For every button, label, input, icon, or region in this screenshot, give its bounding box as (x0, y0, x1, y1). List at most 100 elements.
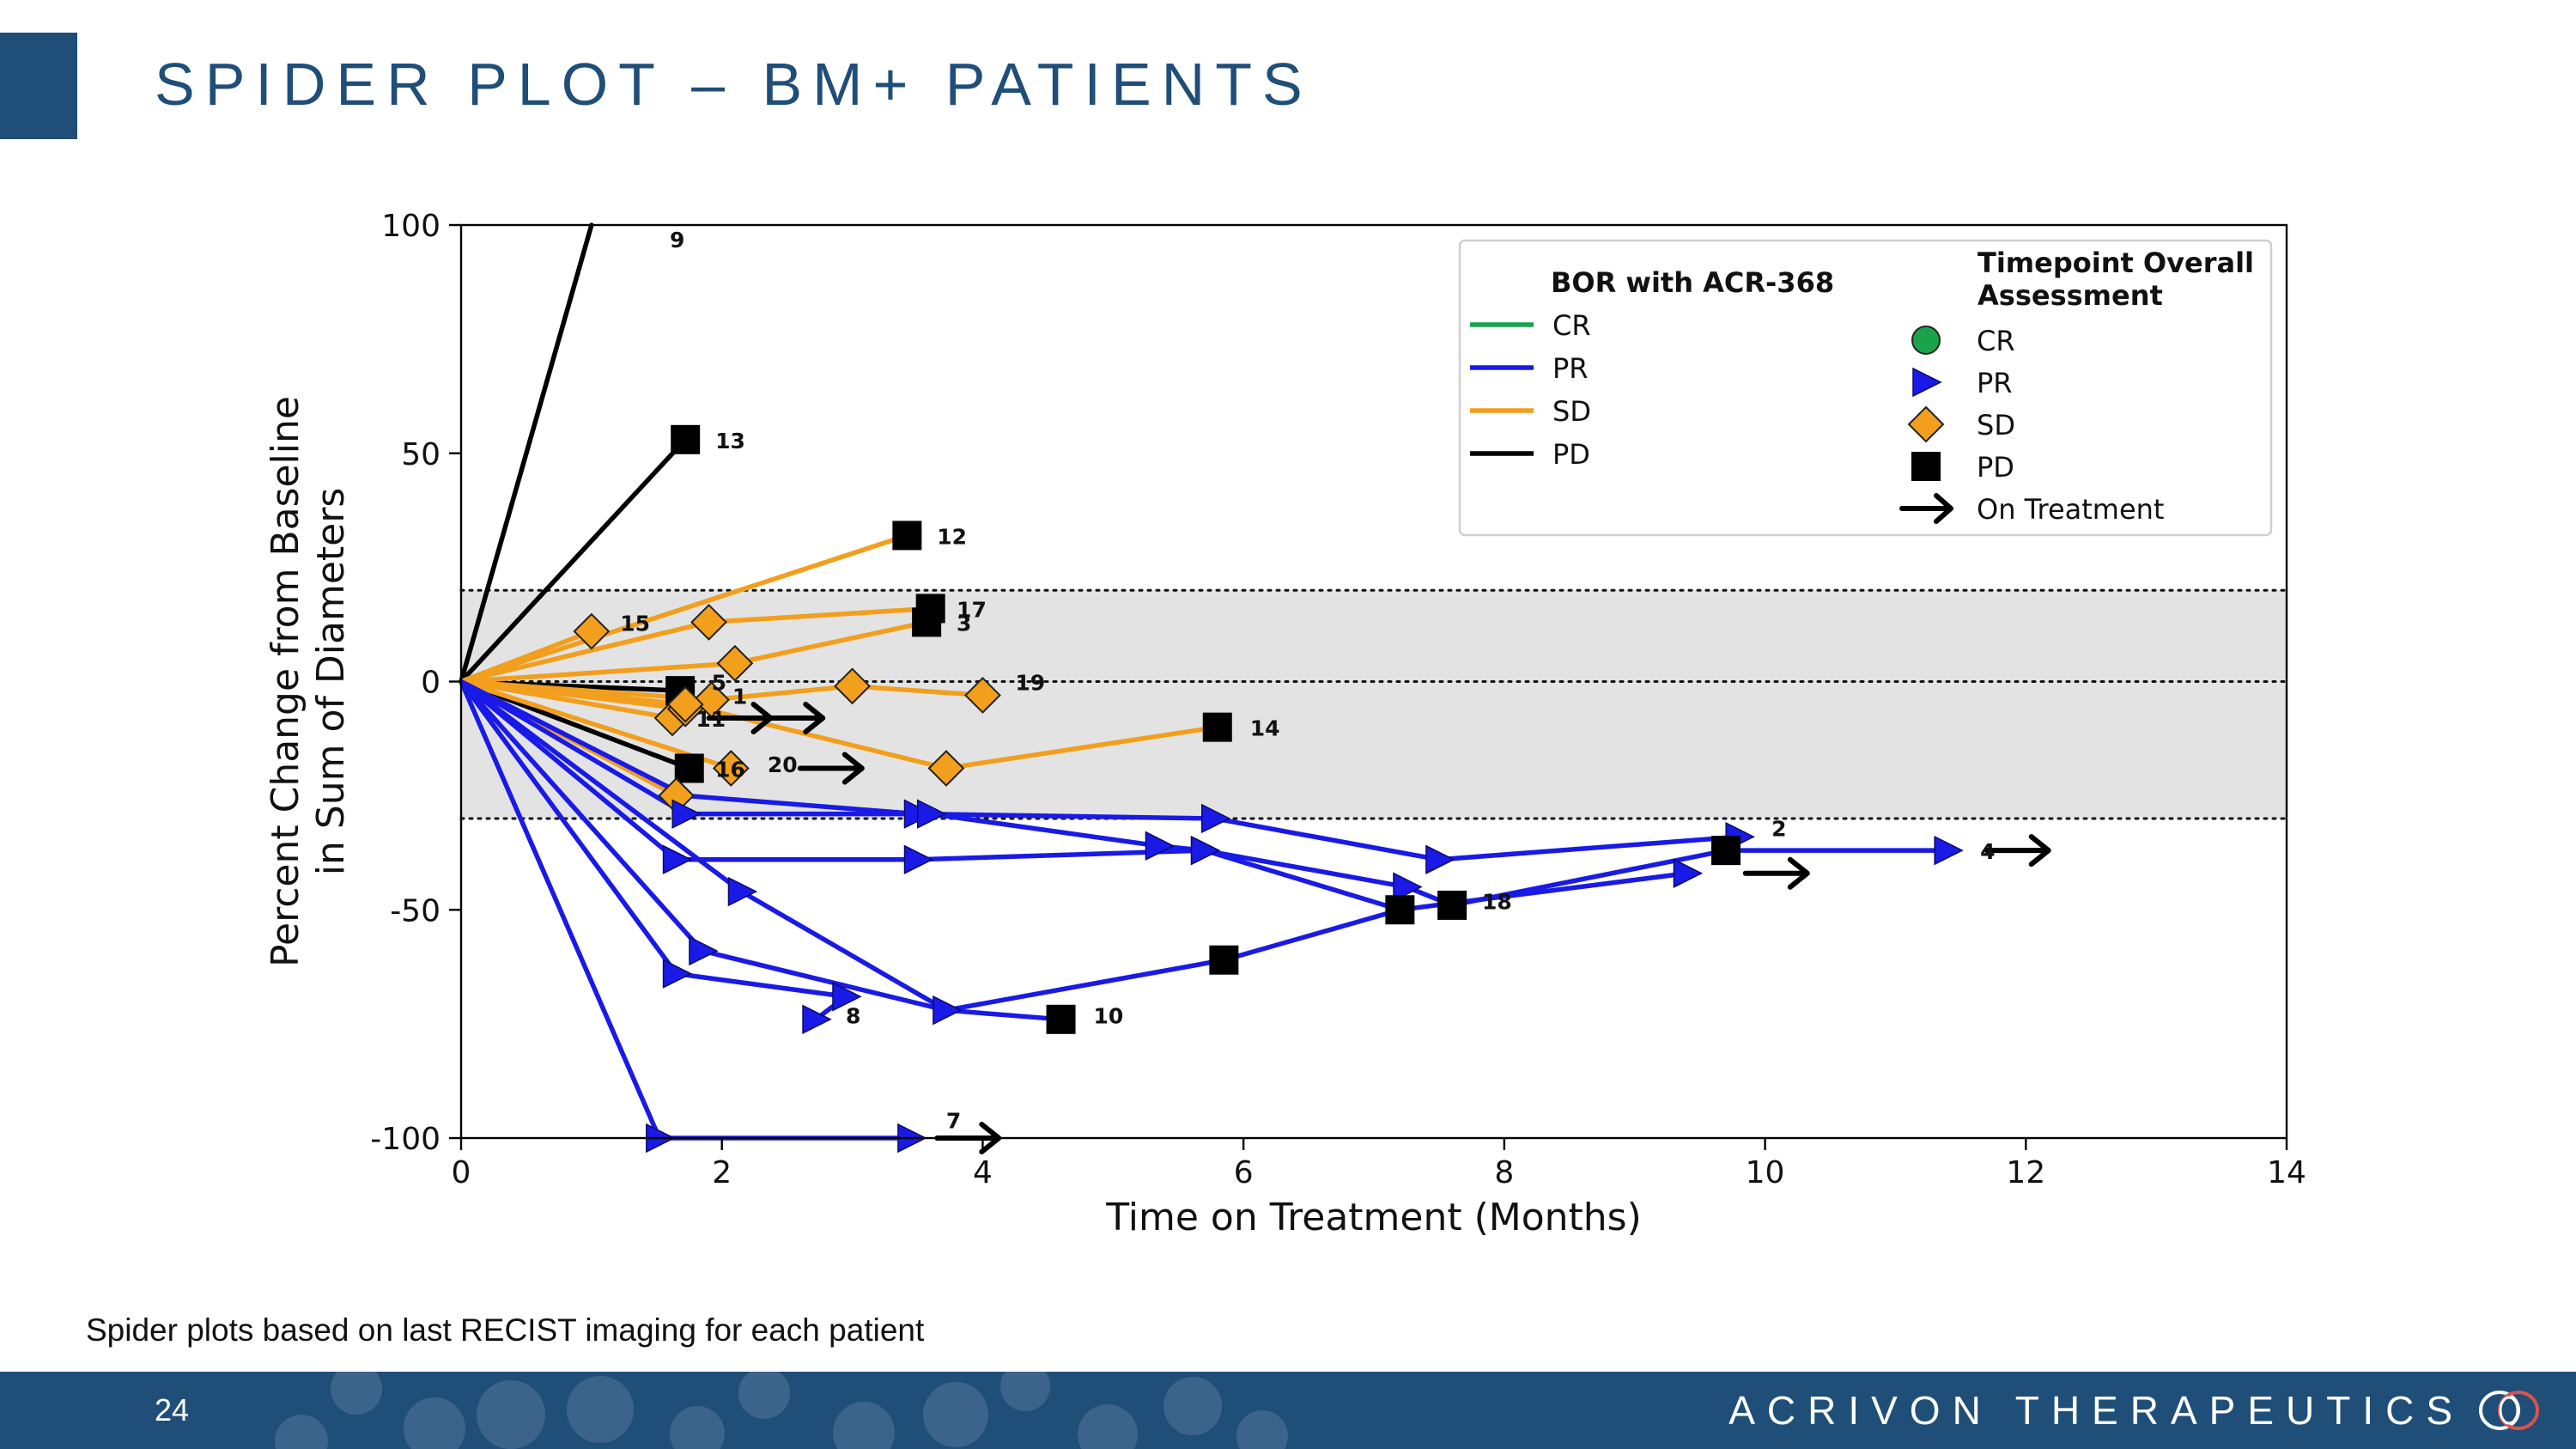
series-20-on-treatment-arrow (797, 752, 865, 785)
x-tick-label: 0 (452, 1155, 471, 1190)
series-17-marker (690, 603, 727, 641)
series-21-segment (459, 679, 705, 953)
series-19-label: 19 (1015, 671, 1045, 696)
x-tick-label: 2 (712, 1155, 732, 1190)
series-4-label: 4 (1980, 839, 1995, 864)
series-8-marker (832, 982, 862, 1012)
series-15-marker (573, 612, 611, 650)
legend-box (1458, 239, 2273, 537)
series-2-marker (1425, 844, 1455, 874)
series-17-segment (459, 619, 712, 685)
x-tick-label: 4 (973, 1155, 993, 1190)
company-name: ACRIVON THERAPEUTICS (1728, 1388, 2464, 1433)
series-21-marker (689, 935, 719, 966)
series-5-label: 5 (712, 671, 726, 696)
series-7-label: 7 (946, 1109, 961, 1134)
series-18-marker (1673, 858, 1704, 888)
legend-tp-pd-label: PD (1977, 451, 2014, 484)
legend-bor-pr-label: PR (1552, 352, 1589, 385)
series-12-segment (459, 533, 910, 685)
x-tick-label: 12 (2006, 1155, 2045, 1190)
series-3-segment (732, 619, 929, 666)
series-3-marker (716, 644, 754, 682)
x-tick-label: 14 (2267, 1155, 2306, 1190)
series-8-marker (802, 1004, 832, 1035)
slide-title: SPIDER PLOT – BM+ PATIENTS (155, 51, 1313, 118)
series-4-marker (1711, 836, 1741, 866)
legend-bor-pd-label: PD (1552, 438, 1590, 471)
x-tick-label: 6 (1234, 1155, 1254, 1190)
series-14-segment (944, 724, 1220, 771)
legend-tp-on-treatment-label: On Treatment (1977, 493, 2164, 526)
series-18-on-treatment-arrow (1742, 856, 1810, 890)
series-4-segment (1201, 848, 1409, 890)
series-13-label: 13 (715, 429, 745, 454)
legend-bor-title: BOR with ACR-368 (1551, 266, 1834, 299)
legend-bor-sd-label: SD (1552, 395, 1591, 428)
title-accent-square (0, 33, 77, 139)
legend-tp-sd-marker (1907, 405, 1945, 443)
series-19-marker (964, 677, 1001, 714)
series-4-on-treatment-arrow (1984, 834, 2051, 868)
y-tick-label: 0 (421, 666, 440, 701)
series-20-label: 20 (768, 752, 798, 777)
series-18-marker (662, 844, 693, 874)
series-17-label: 17 (957, 597, 987, 622)
series-16-marker (674, 753, 704, 783)
series-2-segment (683, 793, 920, 817)
footer-bar: 24 ACRIVON THERAPEUTICS (0, 1372, 2576, 1449)
series-21-segment (1221, 907, 1403, 963)
series-20-marker (712, 750, 750, 787)
legend-tp-on-treatment-arrow-icon (1899, 493, 1953, 524)
series-14-marker (1202, 712, 1232, 742)
series-2-marker (1200, 803, 1231, 834)
series-19-marker (834, 667, 871, 705)
legend-tp-title-line1: Timepoint Overall (1978, 247, 2254, 279)
series-18-marker (903, 844, 934, 874)
company-logo-icon (2479, 1391, 2539, 1430)
y-axis-title-line2: in Sum of Diameters (309, 488, 353, 876)
series-4-marker (1145, 831, 1176, 861)
series-4-marker (671, 799, 702, 829)
series-11-label: 11 (696, 707, 726, 732)
series-3-label: 3 (957, 611, 971, 636)
series-14-label: 14 (1250, 716, 1280, 741)
y-tick-label: 100 (381, 209, 440, 244)
series-4-segment (927, 811, 1162, 849)
series-1-label: 1 (732, 684, 747, 709)
series-12-marker (892, 521, 922, 551)
series-21-marker (1209, 945, 1239, 975)
series-10-label: 10 (1094, 1003, 1124, 1028)
legend-tp-pr-marker (1912, 367, 1942, 398)
series-8-label: 8 (846, 1003, 860, 1028)
series-16-label: 16 (715, 757, 745, 782)
y-tick-label: 50 (401, 437, 440, 472)
series-4-segment (459, 679, 688, 817)
series-10-marker (1046, 1004, 1076, 1034)
series-4-marker (1437, 890, 1467, 920)
legend-tp-cr-label: CR (1977, 325, 2015, 357)
series-4-marker (916, 799, 947, 829)
series-4-marker (1393, 872, 1423, 902)
series-10-segment (459, 679, 744, 894)
spider-plot: 9 13 5 16 12 173 15 19 111 14 20 2 4 18 10 8 7 0 2 4 6 8 10 12… (264, 209, 2306, 1239)
series-14-marker (666, 685, 704, 723)
series-10-segment (738, 889, 949, 1013)
series-21-segment (944, 957, 1227, 1013)
series-9-segment (459, 222, 594, 685)
legend-tp-pr-label: PR (1977, 367, 2013, 399)
legend-tp-pd-marker (1911, 452, 1941, 481)
series-13-segment (459, 437, 688, 685)
series-15-label: 15 (620, 611, 650, 636)
series-3-marker (912, 607, 942, 637)
legend-tp-sd-label: SD (1977, 409, 2015, 441)
series-10-segment (944, 1008, 1064, 1022)
series-13-marker (671, 424, 701, 454)
series-10-marker (933, 995, 963, 1026)
footnote: Spider plots based on last RECIST imagin… (86, 1312, 925, 1348)
series-8-segment (673, 971, 848, 999)
series-2-segment (914, 811, 1218, 821)
series-19-segment (849, 684, 986, 698)
series-11-on-treatment-arrow (758, 702, 826, 735)
series-18-marker (1190, 835, 1221, 866)
